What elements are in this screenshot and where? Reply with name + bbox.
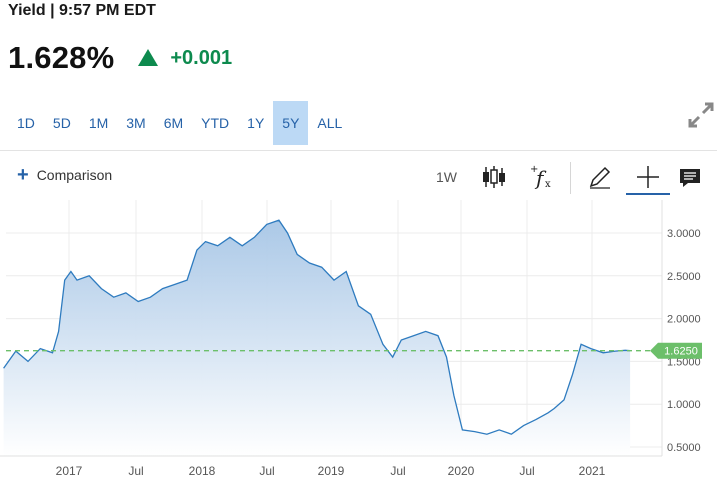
comparison-label: Comparison xyxy=(36,167,113,183)
toolbar-separator xyxy=(0,150,717,151)
x-tick-label: Jul xyxy=(519,464,534,478)
candlestick-icon[interactable] xyxy=(480,163,508,191)
interval-button[interactable]: 1W xyxy=(436,169,457,185)
y-tick-label: 0.5000 xyxy=(667,442,701,454)
range-6m[interactable]: 6M xyxy=(163,115,184,131)
range-1y[interactable]: 1Y xyxy=(247,115,265,131)
page-title: Yield | 9:57 PM EDT xyxy=(8,2,156,19)
current-value-tag xyxy=(650,342,702,359)
crosshair-active-indicator xyxy=(626,193,670,195)
range-all[interactable]: ALL xyxy=(317,115,343,131)
range-5y[interactable]: 5Y xyxy=(273,101,309,145)
x-tick-label: 2019 xyxy=(318,464,345,478)
y-tick-label: 1.0000 xyxy=(667,399,701,411)
svg-text:+: + xyxy=(530,164,538,175)
y-tick-label: 2.5000 xyxy=(667,271,701,283)
quote-summary: 1.628% +0.001 xyxy=(8,40,232,76)
y-tick-label: 3.0000 xyxy=(667,228,701,240)
range-3m[interactable]: 3M xyxy=(126,115,146,131)
plus-icon: + xyxy=(17,164,29,186)
comment-icon[interactable] xyxy=(676,163,704,191)
yield-series-line xyxy=(3,219,631,435)
x-tick-label: 2017 xyxy=(56,464,83,478)
yield-area-fill xyxy=(3,220,631,456)
y-tick-label: 1.5000 xyxy=(667,356,701,368)
yield-price: 1.628% xyxy=(8,40,115,75)
up-triangle-icon xyxy=(138,48,159,66)
range-5d[interactable]: 5D xyxy=(52,115,71,131)
range-ytd[interactable]: YTD xyxy=(201,115,230,131)
x-tick-label: Jul xyxy=(128,464,143,478)
x-tick-label: 2020 xyxy=(448,464,475,478)
comparison-button[interactable]: + Comparison xyxy=(17,164,113,186)
range-1d[interactable]: 1D xyxy=(17,115,35,131)
x-tick-label: Jul xyxy=(259,464,274,478)
toolbar-divider xyxy=(570,162,571,194)
yield-change: +0.001 xyxy=(170,46,233,69)
current-value-label: 1.6250 xyxy=(664,346,698,358)
x-tick-label: 2021 xyxy=(579,464,606,478)
y-tick-label: 2.0000 xyxy=(667,314,701,326)
x-tick-label: 2018 xyxy=(189,464,216,478)
function-icon[interactable]: + f x xyxy=(528,163,556,191)
expand-icon[interactable] xyxy=(686,100,716,130)
yield-chart[interactable]: 3.0000 2.5000 2.0000 1.5000 1.0000 0.5000 201… xyxy=(0,200,717,487)
svg-text:x: x xyxy=(545,179,551,190)
pencil-icon[interactable] xyxy=(586,163,614,191)
time-range-selector: 1D 5D 1M 3M 6M YTD 1Y 5Y ALL xyxy=(8,101,351,145)
crosshair-icon[interactable] xyxy=(634,163,662,191)
x-tick-label: Jul xyxy=(390,464,405,478)
range-1m[interactable]: 1M xyxy=(88,115,109,131)
